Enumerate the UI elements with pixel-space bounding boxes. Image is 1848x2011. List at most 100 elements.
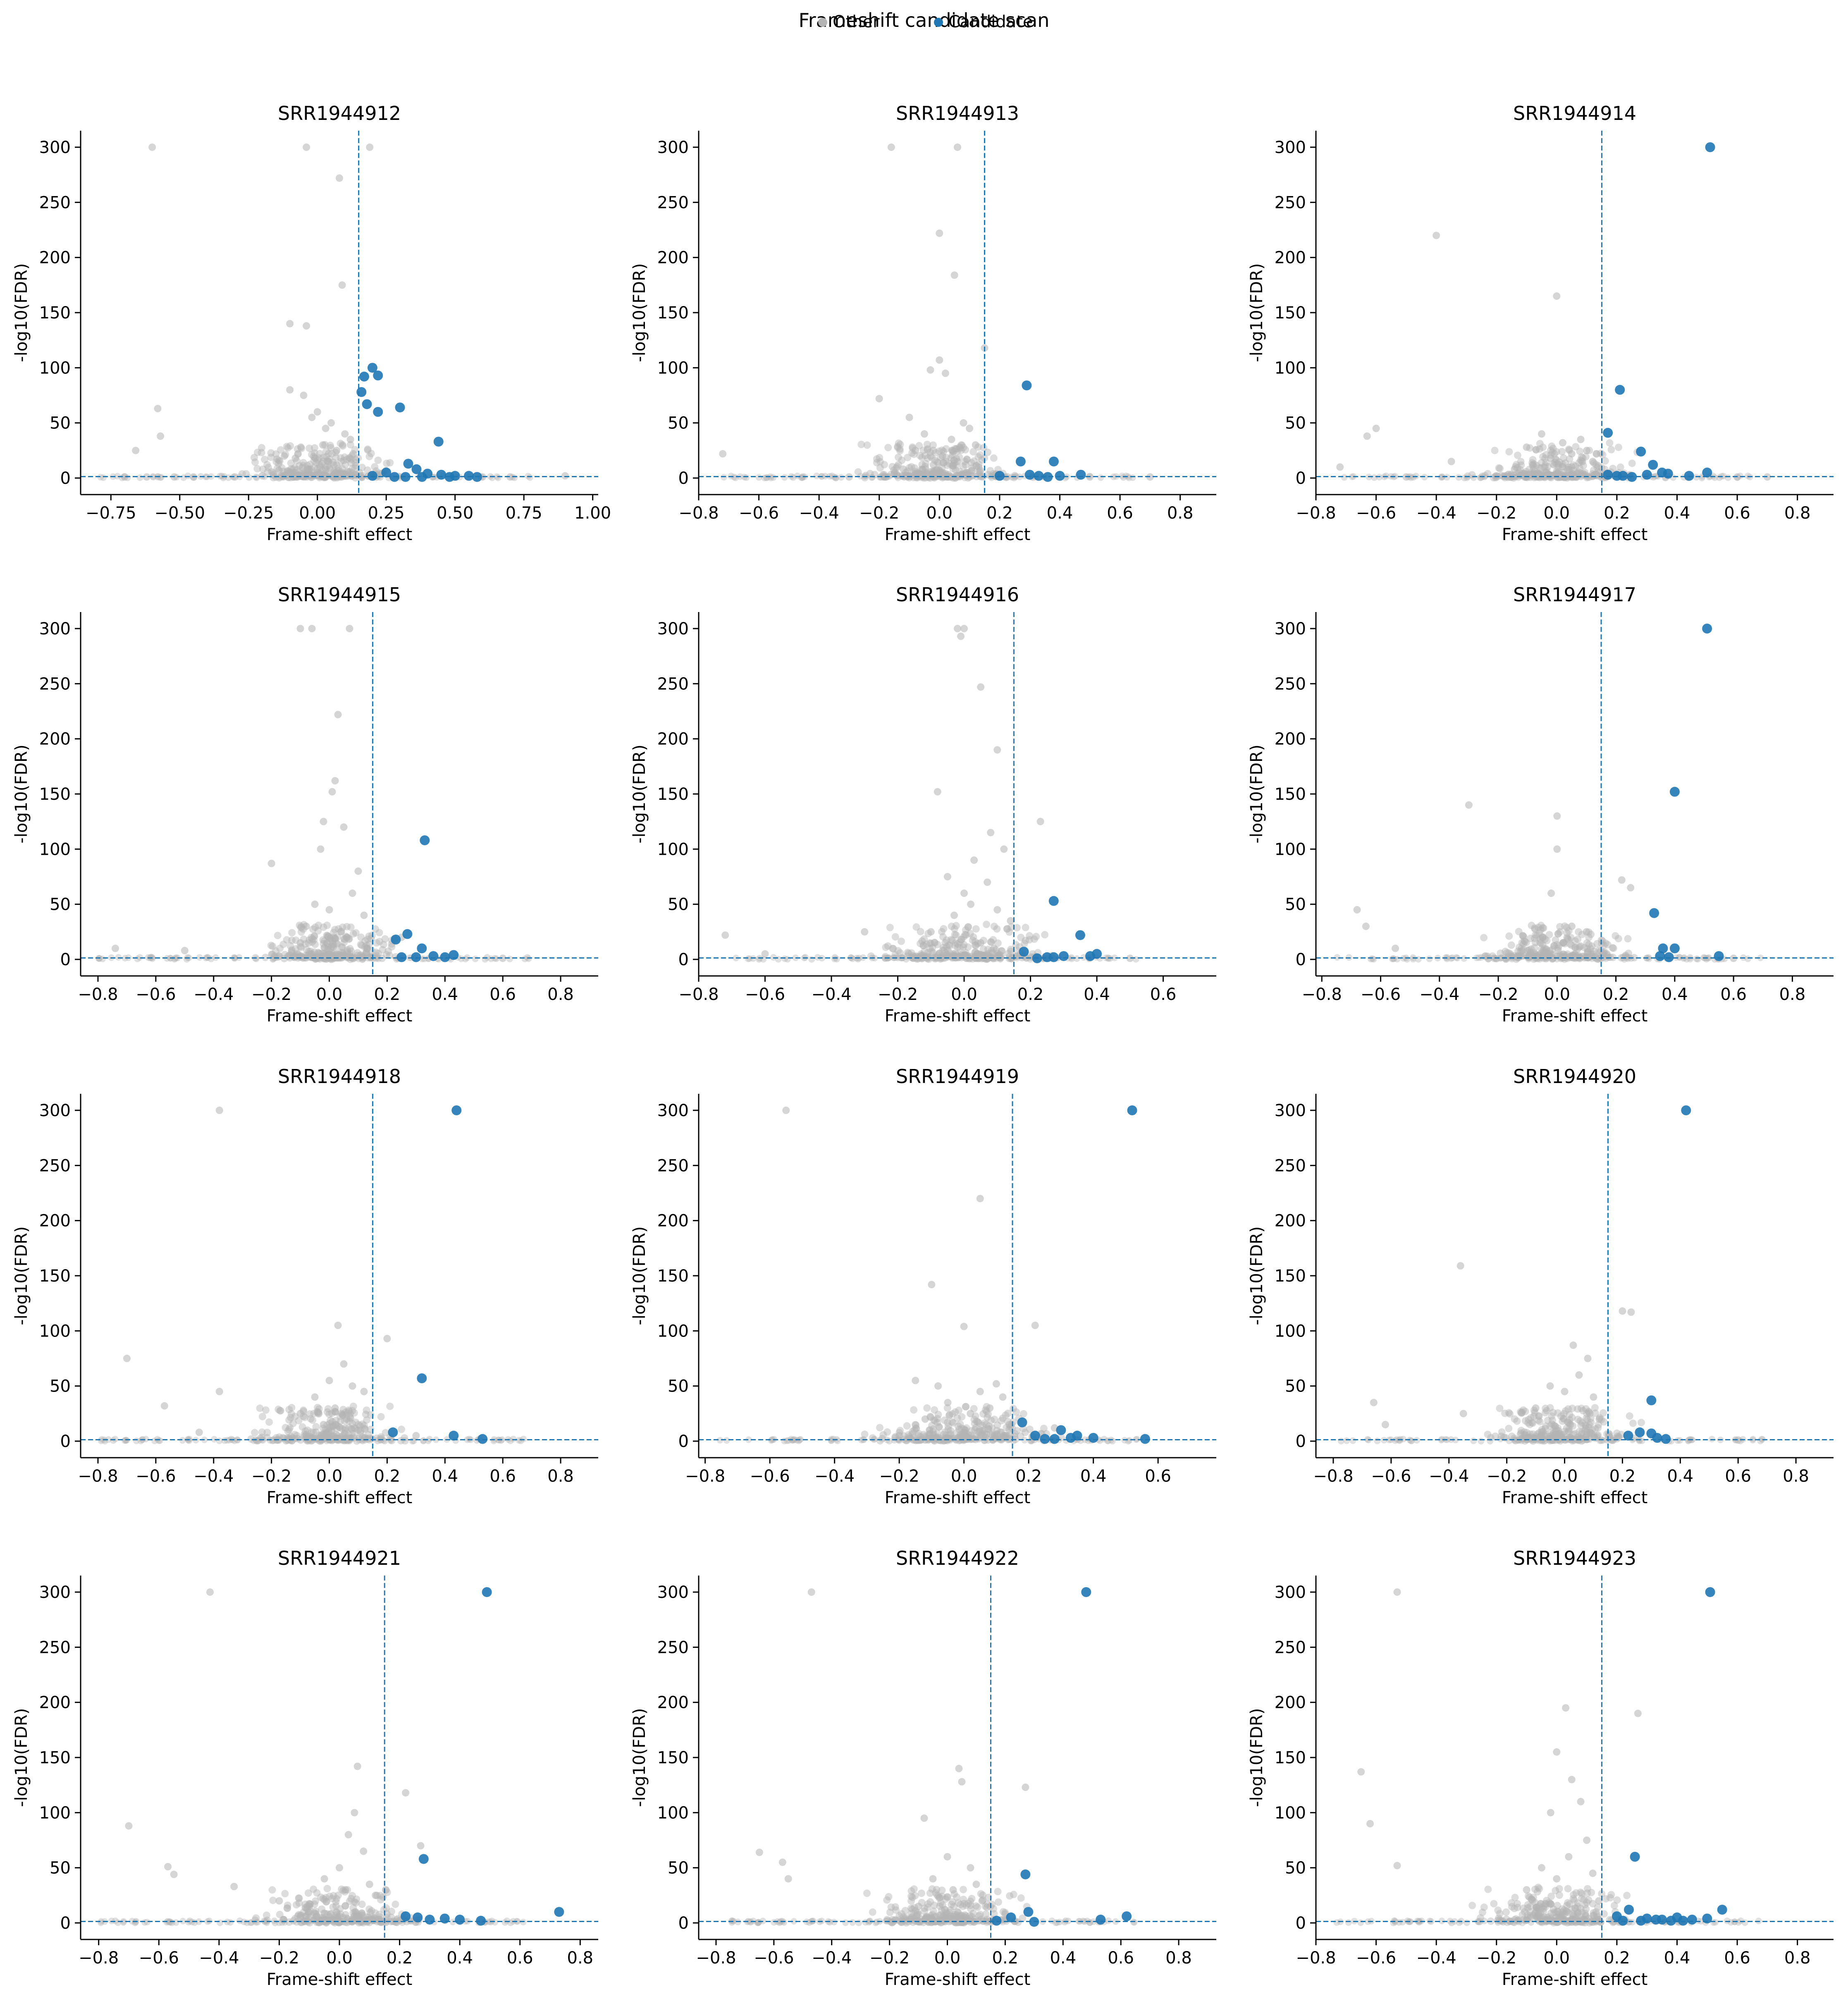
candidate-series: [391, 835, 459, 962]
other-point: [242, 470, 250, 478]
other-point: [1594, 472, 1602, 480]
other-point: [362, 949, 370, 956]
candidate-point: [1646, 1395, 1657, 1406]
y-tick-label: 150: [39, 1748, 71, 1767]
other-point: [1022, 937, 1029, 945]
other-point: [960, 890, 968, 897]
other-point: [417, 1842, 425, 1850]
other-point: [1565, 1853, 1573, 1860]
other-point: [338, 465, 346, 473]
other-point: [1568, 472, 1576, 480]
y-tick-label: 50: [50, 414, 71, 433]
other-point: [1711, 474, 1718, 481]
other-point: [365, 1880, 373, 1888]
other-point: [881, 473, 888, 481]
other-point: [937, 469, 945, 477]
other-point: [1540, 463, 1548, 471]
other-point: [974, 453, 982, 461]
other-point: [1111, 954, 1118, 961]
x-tick-label: 0.6: [1145, 1467, 1171, 1486]
candidate-point: [1664, 952, 1674, 962]
other-point: [1041, 931, 1049, 939]
x-axis-label: Frame-shift effect: [1502, 525, 1648, 544]
other-point: [303, 464, 311, 472]
other-point: [1618, 876, 1626, 884]
other-point: [905, 414, 913, 421]
other-point: [285, 474, 292, 481]
candidate-point: [418, 1854, 429, 1864]
other-point: [1492, 473, 1499, 480]
other-point: [1565, 446, 1573, 454]
other-point: [340, 1360, 348, 1368]
other-point: [320, 954, 328, 962]
other-point: [298, 954, 306, 961]
other-point: [1505, 1425, 1513, 1432]
other-point: [319, 457, 327, 465]
other-point: [332, 449, 340, 457]
other-point: [973, 1418, 981, 1425]
other-point: [1602, 939, 1609, 947]
other-point: [337, 469, 345, 477]
other-point: [918, 937, 926, 945]
other-point: [276, 1437, 283, 1444]
other-point: [960, 419, 967, 427]
other-point: [936, 955, 944, 963]
candidate-point: [1140, 1434, 1150, 1444]
other-point: [923, 940, 931, 948]
other-point: [1558, 472, 1566, 480]
other-point: [939, 954, 947, 962]
candidate-point: [367, 363, 377, 373]
other-point: [125, 1822, 133, 1830]
other-point: [1595, 1421, 1602, 1429]
x-tick-label: −0.4: [199, 1949, 239, 1968]
other-point: [323, 946, 331, 954]
other-point: [833, 956, 840, 963]
y-tick-label: 200: [39, 1212, 71, 1231]
other-point: [937, 470, 945, 478]
other-point: [1007, 917, 1015, 925]
x-tick-label: 0.0: [326, 1949, 353, 1968]
x-tick-label: 0.2: [1603, 985, 1629, 1004]
other-point: [944, 474, 951, 481]
other-point: [907, 1910, 915, 1918]
other-point: [939, 459, 947, 467]
other-point: [997, 947, 1005, 955]
candidate-point: [554, 1907, 564, 1917]
other-point: [962, 926, 969, 934]
other-point: [294, 1912, 302, 1920]
y-axis-label: -log10(FDR): [630, 1708, 649, 1807]
other-point: [1547, 472, 1555, 480]
other-point: [863, 1889, 871, 1897]
other-point: [294, 949, 301, 957]
other-point: [1566, 466, 1573, 474]
other-point: [253, 955, 260, 962]
other-point: [905, 472, 912, 480]
x-tick-label: −0.2: [879, 1467, 919, 1486]
other-point: [926, 945, 934, 952]
other-point: [1455, 474, 1462, 481]
other-point: [157, 474, 164, 481]
other-point: [321, 954, 329, 961]
other-point: [1443, 474, 1450, 481]
other-point: [334, 464, 342, 472]
other-point: [1534, 473, 1541, 481]
other-point: [340, 938, 348, 946]
other-point: [974, 949, 981, 957]
other-point: [950, 911, 958, 919]
other-point: [969, 933, 977, 941]
other-point: [275, 460, 282, 468]
candidate-point: [411, 952, 421, 962]
other-point: [1627, 884, 1635, 892]
other-point: [232, 954, 239, 961]
other-point: [312, 955, 320, 963]
other-point: [936, 949, 943, 957]
other-point: [1588, 955, 1595, 962]
other-point: [967, 471, 975, 479]
other-point: [954, 1899, 962, 1907]
other-point: [904, 949, 912, 956]
other-point: [937, 453, 945, 461]
other-point: [333, 950, 341, 958]
legend-item-other: Other: [818, 12, 880, 31]
other-point: [336, 953, 344, 961]
